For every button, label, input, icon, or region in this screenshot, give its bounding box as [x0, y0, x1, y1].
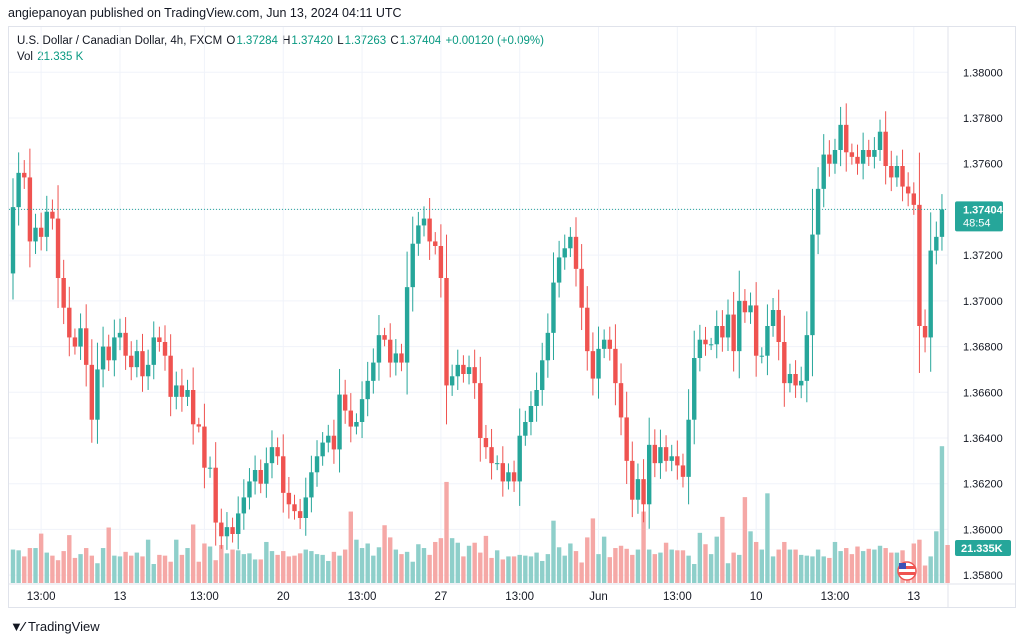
symbol-title: U.S. Dollar / Canadian Dollar, 4h, FXCM — [17, 35, 223, 47]
open-value: 1.37284 — [236, 35, 278, 47]
legend-volume-row: Vol 21.335 K — [17, 49, 545, 65]
chart-legend: U.S. Dollar / Canadian Dollar, 4h, FXCM … — [17, 33, 545, 65]
open-label: O — [226, 35, 236, 47]
close-label: C — [390, 35, 399, 47]
chart-frame[interactable] — [8, 26, 1016, 608]
tradingview-logo-icon: ▼⁄ — [10, 619, 24, 634]
low-label: L — [337, 35, 344, 47]
legend-ohlc-row: U.S. Dollar / Canadian Dollar, 4h, FXCM … — [17, 33, 545, 49]
high-value: 1.37420 — [291, 35, 333, 47]
footer: ▼⁄ TradingView — [10, 619, 100, 634]
high-label: H — [282, 35, 291, 47]
close-value: 1.37404 — [399, 35, 442, 47]
change-value: +0.00120 (+0.09%) — [445, 35, 544, 47]
low-value: 1.37263 — [344, 35, 387, 47]
publish-info: angiepanoyan published on TradingView.co… — [8, 6, 402, 20]
footer-brand: TradingView — [28, 619, 100, 634]
volume-value: 21.335 K — [37, 51, 84, 63]
volume-label: Vol — [17, 51, 33, 63]
